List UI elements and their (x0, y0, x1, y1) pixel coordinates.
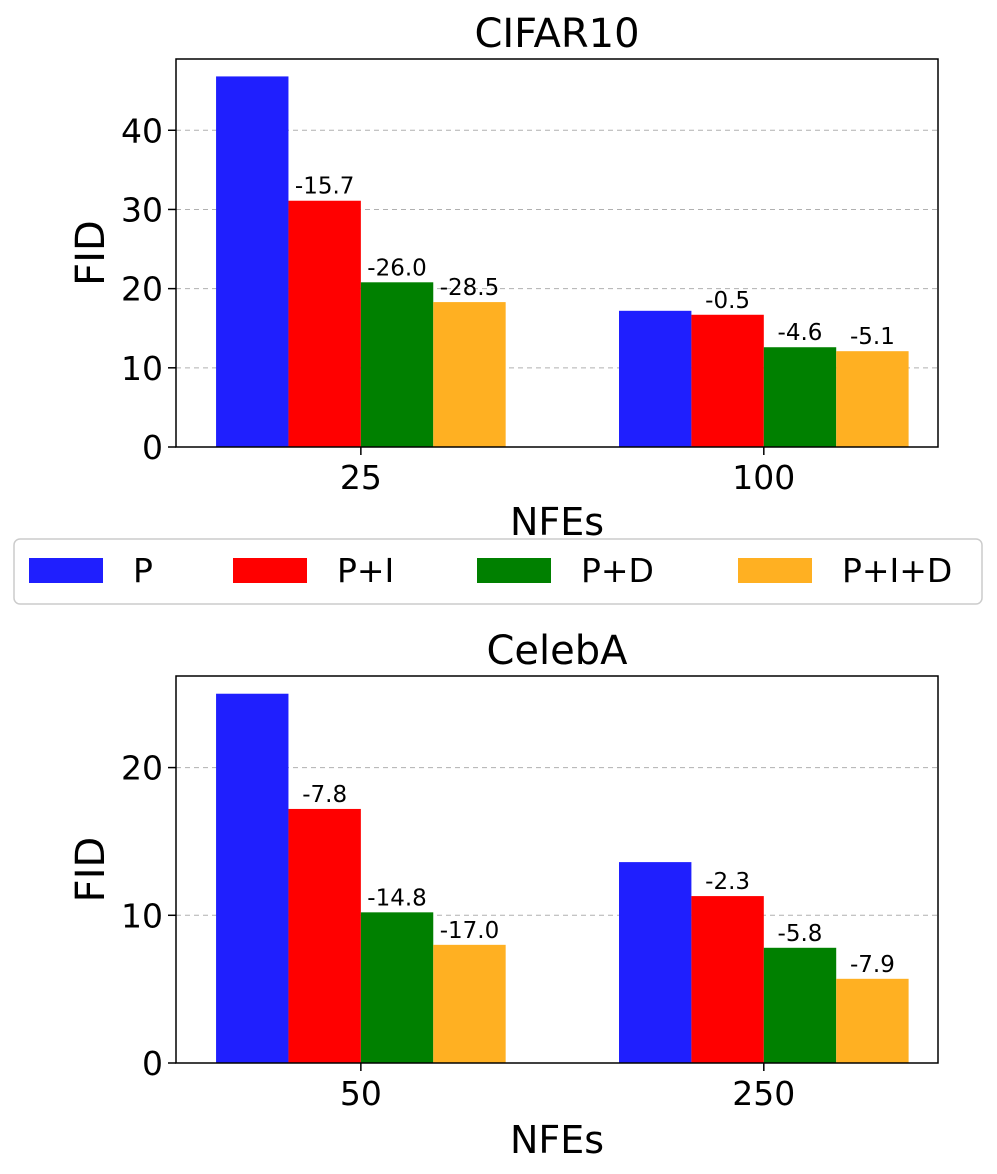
bar-value-label: -7.9 (850, 952, 895, 978)
legend-swatch-p-i (233, 558, 307, 583)
bar-p-i-100 (691, 314, 764, 447)
bar-value-label: -4.6 (778, 320, 823, 346)
bar-p-250 (619, 862, 692, 1063)
axes-frame (175, 675, 939, 1064)
bar-p-d-250 (763, 947, 837, 1063)
legend-label-p-d: P+D (581, 551, 654, 590)
bar-p-25 (216, 76, 289, 447)
y-tick-label: 0 (142, 1044, 163, 1083)
axes-frame (175, 58, 939, 448)
bar-value-label: -14.8 (367, 885, 427, 911)
y-tick-label: 30 (121, 190, 163, 229)
legend-swatch-p (29, 558, 103, 583)
bar-p-50 (216, 693, 289, 1063)
y-tick-label: 40 (121, 111, 163, 150)
legend-label-p-i-d: P+I+D (842, 551, 952, 590)
bar-p-i-25 (288, 200, 361, 447)
bar-value-label: -26.0 (367, 255, 427, 281)
y-tick-label: 10 (121, 349, 163, 388)
y-axis-label: FID (68, 220, 114, 286)
y-tick-label: 20 (121, 270, 163, 309)
bar-value-label: -17.0 (440, 918, 500, 944)
y-tick-label: 20 (121, 749, 163, 788)
x-tick-label: 50 (340, 1074, 382, 1113)
bar-value-label: -15.7 (295, 174, 355, 200)
chart-cifar10: CIFAR10 0 10 20 30 40 -15.7 -26.0 -28.5 25 -0.5 -4.… (68, 11, 939, 544)
chart-title: CIFAR10 (474, 11, 639, 57)
bar-p-d-50 (360, 912, 434, 1063)
bar-p-d-25 (360, 282, 434, 447)
legend-swatch-p-d (477, 558, 551, 583)
bar-p-i-d-25 (433, 302, 506, 447)
bar-value-label: -5.8 (778, 921, 823, 947)
x-tick-label: 100 (732, 458, 795, 497)
y-tick-label: 0 (142, 428, 163, 467)
legend-label-p: P (133, 551, 153, 590)
bar-p-i-d-100 (836, 351, 909, 447)
bar-p-i-d-50 (433, 944, 506, 1063)
x-axis-label: NFEs (510, 1118, 604, 1162)
x-tick-label: 25 (340, 458, 382, 497)
bar-value-label: -7.8 (302, 782, 347, 808)
bar-p-i-d-250 (836, 978, 909, 1063)
bar-value-label: -28.5 (440, 275, 500, 301)
y-axis-label: FID (68, 837, 114, 903)
legend: P P+I P+D P+I+D (13, 538, 983, 605)
chart-title: CelebA (486, 628, 628, 674)
x-axis-label: NFEs (510, 500, 604, 544)
bar-value-label: -5.1 (850, 324, 895, 350)
bar-p-i-250 (691, 896, 764, 1063)
chart-celeba: CelebA 0 10 20 -7.8 -14.8 -17.0 50 -2.3 -5.8 -7.9 2… (68, 628, 939, 1162)
bar-p-100 (619, 310, 692, 447)
bar-value-label: -0.5 (705, 288, 750, 314)
bar-value-label: -2.3 (705, 869, 750, 895)
legend-label-p-i: P+I (337, 551, 394, 590)
x-tick-label: 250 (732, 1074, 795, 1113)
bar-p-i-50 (288, 808, 361, 1063)
legend-swatch-p-i-d (738, 558, 812, 583)
bar-p-d-100 (763, 347, 837, 447)
y-tick-label: 10 (121, 896, 163, 935)
